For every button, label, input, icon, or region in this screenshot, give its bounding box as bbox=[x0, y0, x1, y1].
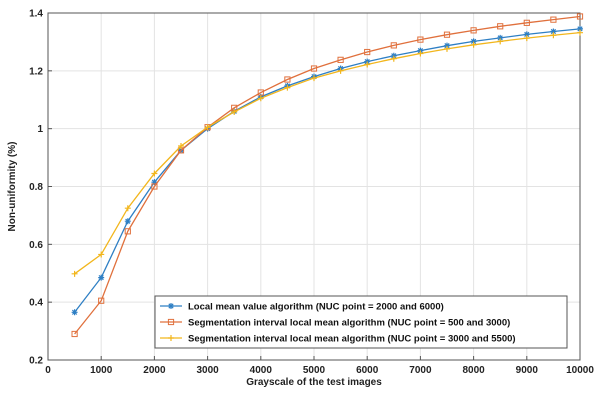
legend-swatch-marker bbox=[168, 303, 174, 309]
series-3-point bbox=[364, 61, 371, 68]
series-2-point bbox=[523, 19, 530, 26]
x-tick-label: 6000 bbox=[356, 365, 379, 376]
series-3-point bbox=[417, 50, 424, 57]
series-2-point bbox=[98, 297, 105, 304]
series-3-point bbox=[337, 67, 344, 74]
x-tick-label: 1000 bbox=[90, 365, 113, 376]
series-1-point bbox=[577, 25, 583, 32]
series-1-line bbox=[74, 28, 581, 313]
legend-entry-3: Segmentation interval local mean algorit… bbox=[160, 334, 516, 345]
series-2-point bbox=[576, 13, 584, 20]
x-tick-label: 0 bbox=[45, 365, 51, 376]
series-1-point bbox=[497, 34, 504, 41]
series-2-point bbox=[364, 48, 371, 56]
series-2-point bbox=[550, 16, 557, 23]
series-1-point bbox=[523, 31, 530, 38]
x-tick-label: 8000 bbox=[462, 365, 485, 376]
series-3-point bbox=[284, 84, 291, 91]
series-3-point bbox=[550, 32, 557, 39]
series-1 bbox=[71, 25, 583, 316]
x-tick-label: 9000 bbox=[516, 365, 539, 376]
series-2-line bbox=[74, 15, 581, 335]
series-2-point bbox=[284, 76, 291, 83]
series-3-point bbox=[98, 251, 105, 258]
series-3-point bbox=[71, 270, 78, 277]
legend-swatch-marker bbox=[168, 335, 174, 341]
legend-label: Local mean value algorithm (NUC point = … bbox=[188, 302, 444, 313]
series-3 bbox=[71, 29, 583, 277]
series-2-point bbox=[124, 228, 131, 235]
y-tick-label: 1.2 bbox=[29, 66, 43, 77]
x-tick-label: 10000 bbox=[566, 365, 594, 376]
y-tick-label: 0.6 bbox=[29, 240, 43, 251]
y-tick-label: 0.4 bbox=[29, 298, 43, 309]
series-2-point bbox=[151, 183, 158, 190]
legend-swatch-marker bbox=[167, 318, 175, 326]
series-2-point bbox=[310, 65, 318, 72]
series-1-point bbox=[151, 179, 158, 186]
series-3-point bbox=[257, 95, 264, 102]
legend-entry-1: Local mean value algorithm (NUC point = … bbox=[160, 302, 444, 313]
series-1-point bbox=[550, 28, 557, 35]
series-3-point bbox=[178, 143, 184, 150]
series-1-point bbox=[71, 309, 78, 316]
x-tick-label: 5000 bbox=[303, 365, 326, 376]
y-tick-label: 1 bbox=[37, 124, 43, 135]
series-2-point bbox=[390, 42, 397, 49]
series-layer bbox=[71, 13, 584, 338]
x-tick-label: 2000 bbox=[143, 365, 166, 376]
x-tick-label: 3000 bbox=[196, 365, 219, 376]
series-2 bbox=[71, 13, 584, 338]
series-2-point bbox=[470, 27, 477, 34]
series-2-point bbox=[71, 330, 78, 338]
legend: Local mean value algorithm (NUC point = … bbox=[154, 295, 568, 349]
series-3-point bbox=[470, 41, 477, 48]
series-3-line bbox=[74, 32, 581, 275]
series-2-point bbox=[257, 89, 264, 96]
legend-label: Segmentation interval local mean algorit… bbox=[188, 334, 516, 345]
y-axis-ticks: 0.2 0.4 0.6 0.8 1 1.2 1.4 bbox=[29, 9, 52, 367]
series-3-point bbox=[231, 108, 238, 115]
x-axis-ticks: 0 1000 2000 3000 4000 5000 6000 7000 8000 9000 100… bbox=[45, 356, 594, 376]
y-tick-label: 0.8 bbox=[29, 182, 43, 193]
series-3-point bbox=[204, 124, 211, 131]
series-1-point bbox=[98, 274, 105, 281]
series-1-point bbox=[124, 218, 131, 225]
y-tick-label: 0.2 bbox=[29, 356, 43, 367]
y-axis-label: Non-uniformity (%) bbox=[7, 142, 18, 232]
series-2-point bbox=[497, 23, 504, 30]
x-tick-label: 4000 bbox=[250, 365, 273, 376]
series-3-point bbox=[124, 205, 131, 212]
series-3-point bbox=[497, 38, 504, 45]
series-3-point bbox=[444, 45, 450, 52]
series-2-point bbox=[337, 56, 344, 63]
series-3-point bbox=[577, 29, 583, 36]
series-3-point bbox=[151, 170, 158, 177]
series-3-point bbox=[390, 55, 397, 62]
series-1-point bbox=[470, 38, 477, 45]
legend-entry-2: Segmentation interval local mean algorit… bbox=[160, 318, 510, 329]
series-1-point bbox=[444, 42, 450, 49]
x-tick-label: 7000 bbox=[409, 365, 432, 376]
series-2-point bbox=[417, 36, 424, 43]
series-2-point bbox=[443, 31, 451, 38]
x-axis-label: Grayscale of the test images bbox=[246, 377, 382, 388]
series-3-point bbox=[311, 75, 317, 82]
legend-label: Segmentation interval local mean algorit… bbox=[188, 318, 510, 329]
legend-box bbox=[154, 295, 568, 349]
y-tick-label: 1.4 bbox=[29, 9, 43, 20]
series-3-point bbox=[523, 35, 530, 42]
